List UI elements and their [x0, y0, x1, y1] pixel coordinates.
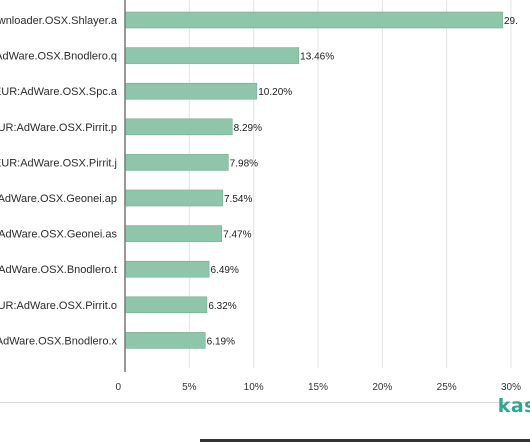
value-label: 8.29%	[234, 123, 262, 134]
bar	[125, 332, 206, 349]
bar	[125, 47, 300, 64]
x-tick-label: 10%	[244, 382, 264, 393]
x-tick-label: 30%	[501, 382, 521, 393]
bar	[125, 296, 208, 314]
value-label: 7.47%	[223, 230, 251, 241]
value-label: 7.98%	[230, 158, 258, 169]
bar	[125, 118, 233, 136]
value-label: 6.19%	[207, 336, 235, 347]
category-label: Downloader.OSX.Shlayer.a	[0, 15, 118, 27]
x-tick-label: 25%	[437, 382, 457, 393]
x-tick-label: 15%	[308, 382, 328, 393]
category-label: AdWare.OSX.Geonei.ap	[0, 193, 117, 205]
value-label: 7.54%	[224, 194, 252, 205]
bar	[125, 11, 503, 29]
value-label: 29.	[504, 16, 518, 27]
bar	[125, 189, 223, 207]
category-label: IEUR:AdWare.OSX.Pirrit.o	[0, 300, 117, 312]
page-bottom-edge	[200, 439, 530, 442]
category-label: HEUR:AdWare.OSX.Spc.a	[0, 86, 118, 98]
value-label: 6.49%	[211, 265, 239, 276]
value-label: 10.20%	[258, 87, 292, 98]
category-label: R:AdWare.OSX.Bnodlero.t	[0, 264, 117, 276]
x-tick-label: 0	[115, 382, 121, 393]
category-label: IEUR:AdWare.OSX.Pirrit.p	[0, 122, 117, 134]
category-label: HEUR:AdWare.OSX.Pirrit.j	[0, 157, 117, 169]
bar	[125, 82, 258, 100]
value-label: 13.46%	[300, 52, 334, 63]
category-label: t:AdWare.OSX.Bnodlero.q	[0, 51, 117, 63]
x-tick-label: 20%	[372, 382, 392, 393]
x-tick-label: 5%	[182, 382, 197, 393]
brand-logo: kas	[497, 395, 530, 417]
value-label: 6.32%	[208, 301, 236, 312]
category-label: R:AdWare.OSX.Geonei.as	[0, 229, 117, 241]
divider	[0, 402, 530, 403]
bar	[125, 260, 210, 278]
bar	[125, 225, 223, 242]
bar	[125, 154, 229, 171]
category-label: R:AdWare.OSX.Bnodlero.x	[0, 335, 117, 347]
